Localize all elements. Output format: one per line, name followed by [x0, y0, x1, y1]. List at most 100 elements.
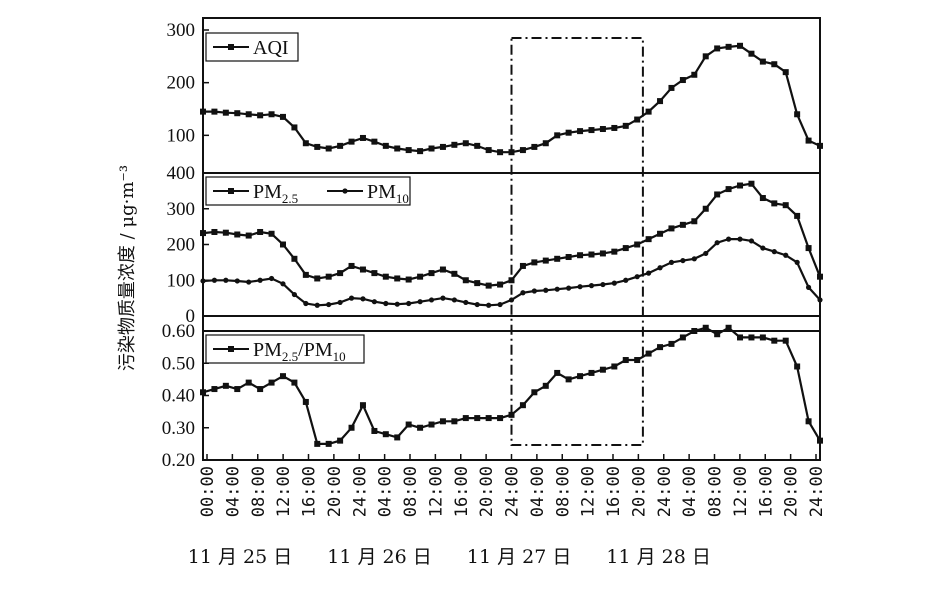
- data-point: [246, 279, 252, 285]
- y-tick-label: 300: [167, 20, 196, 41]
- data-point: [485, 147, 492, 154]
- data-point: [291, 379, 298, 386]
- data-point: [577, 284, 583, 290]
- data-point: [817, 297, 823, 303]
- y-tick-label: 0.20: [162, 450, 195, 471]
- data-point: [520, 290, 526, 296]
- x-date-label: 11 月 25 日: [188, 546, 292, 568]
- data-point: [794, 363, 801, 370]
- data-point: [359, 266, 366, 273]
- data-point: [268, 275, 275, 282]
- data-point: [737, 236, 743, 242]
- y-tick-label: 200: [167, 73, 196, 94]
- data-point: [554, 286, 560, 292]
- data-point: [439, 143, 446, 150]
- x-tick-label: 12:00: [579, 466, 599, 517]
- data-point: [714, 240, 720, 246]
- x-tick-label: 24:00: [350, 466, 370, 517]
- x-tick-label: 16:00: [300, 466, 320, 517]
- data-point: [222, 229, 229, 236]
- x-tick-label: 20:00: [477, 466, 497, 517]
- data-point: [382, 273, 389, 280]
- data-point: [657, 230, 664, 237]
- data-point: [577, 252, 584, 259]
- data-point: [668, 84, 675, 91]
- data-point: [519, 147, 526, 154]
- data-point: [600, 281, 606, 288]
- data-point: [359, 402, 366, 409]
- data-point: [291, 124, 298, 131]
- data-point: [279, 113, 286, 120]
- data-point: [817, 437, 823, 444]
- data-point: [200, 278, 206, 284]
- data-point: [634, 116, 641, 123]
- y-tick-label: 0: [186, 306, 196, 327]
- data-point: [428, 297, 435, 303]
- data-point: [234, 110, 241, 117]
- data-point: [417, 148, 424, 155]
- data-point: [531, 389, 538, 396]
- data-point: [702, 205, 709, 212]
- data-point: [691, 256, 697, 262]
- data-point: [634, 241, 641, 248]
- data-point: [771, 61, 778, 68]
- x-date-label: 11 月 28 日: [606, 546, 710, 568]
- data-point: [428, 270, 435, 277]
- data-point: [646, 270, 652, 276]
- y-axis-label: 污染物质量浓度 / μg·m⁻³: [117, 165, 138, 371]
- data-point: [725, 236, 732, 242]
- data-point: [222, 382, 229, 389]
- data-point: [668, 340, 675, 347]
- data-point: [622, 357, 629, 364]
- data-point: [668, 225, 675, 232]
- highlight-window: [510, 37, 644, 446]
- data-point: [645, 108, 652, 115]
- data-point: [257, 112, 264, 119]
- data-point: [223, 277, 229, 283]
- x-tick-label: 24:00: [807, 466, 827, 517]
- data-point: [714, 191, 721, 198]
- x-tick-label: 04:00: [223, 466, 243, 517]
- x-tick-label: 08:00: [706, 466, 726, 517]
- legend-marker: [228, 346, 234, 352]
- data-point: [462, 415, 469, 422]
- data-point: [759, 58, 766, 65]
- data-point: [474, 301, 480, 308]
- data-point: [542, 382, 549, 389]
- legend-marker: [342, 188, 348, 194]
- data-point: [279, 241, 286, 248]
- data-point: [486, 302, 492, 308]
- data-point: [474, 142, 481, 149]
- data-point: [805, 245, 812, 252]
- data-point: [394, 275, 401, 282]
- data-point: [394, 434, 401, 441]
- data-point: [565, 254, 572, 261]
- data-point: [759, 334, 766, 341]
- data-point: [325, 440, 332, 447]
- y-tick-label: 0.60: [162, 321, 195, 342]
- data-point: [508, 277, 515, 284]
- x-tick-label: 16:00: [756, 466, 776, 517]
- data-point: [805, 418, 812, 425]
- data-point: [337, 437, 344, 444]
- data-point: [623, 277, 629, 283]
- data-point: [748, 238, 755, 244]
- data-point: [519, 402, 526, 409]
- data-point: [588, 369, 595, 376]
- data-point: [360, 296, 366, 302]
- data-point: [405, 276, 412, 283]
- data-point: [508, 149, 515, 156]
- data-point: [371, 427, 378, 434]
- data-point: [462, 140, 469, 147]
- data-point: [634, 357, 641, 364]
- panel-pm: 400 300 200 100 0 PM2.5 PM10: [167, 163, 823, 327]
- data-point: [760, 245, 766, 251]
- data-point: [759, 195, 766, 202]
- x-tick-label: 12:00: [731, 466, 751, 517]
- legend-pm: PM2.5 PM10: [205, 176, 411, 206]
- legend-marker: [228, 188, 234, 194]
- data-point: [725, 186, 732, 193]
- data-point: [519, 262, 526, 269]
- legend-label: AQI: [253, 37, 289, 59]
- x-tick-label: 20:00: [629, 466, 649, 517]
